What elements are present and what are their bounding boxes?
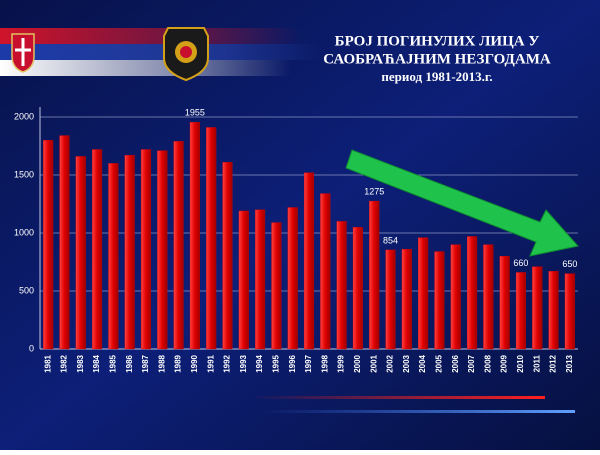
x-tick-label: 1995 — [272, 354, 281, 372]
x-tick-label: 2010 — [516, 354, 525, 372]
y-tick-label: 2000 — [14, 111, 34, 121]
x-tick-label: 2001 — [369, 354, 378, 372]
bar — [222, 162, 233, 350]
value-label: 1955 — [185, 108, 205, 118]
x-tick-label: 2007 — [467, 354, 476, 372]
y-tick-label: 0 — [29, 343, 34, 353]
x-tick-label: 2002 — [386, 354, 395, 372]
y-tick-label: 500 — [19, 285, 34, 295]
bar — [352, 227, 363, 350]
bar — [92, 149, 103, 350]
x-tick-label: 1981 — [43, 354, 52, 372]
x-tick-label: 1994 — [255, 354, 264, 372]
bar — [336, 221, 347, 350]
flag-blue — [0, 44, 320, 60]
trend-arrow — [345, 149, 579, 257]
x-tick-label: 2003 — [402, 354, 411, 372]
x-tick-label: 1985 — [108, 354, 117, 372]
bar — [255, 209, 266, 350]
plot: 0 500 1000 1500 2000 1981 1982 1983 1984 1985 1986… — [14, 107, 578, 373]
bar — [124, 155, 135, 350]
value-label: 660 — [513, 258, 528, 268]
bar — [75, 156, 86, 350]
x-tick-label: 1992 — [223, 354, 232, 372]
bar — [287, 207, 298, 350]
deco-line-red — [250, 396, 545, 399]
x-tick-label: 1998 — [320, 354, 329, 372]
x-tick-label: 1997 — [304, 354, 313, 372]
x-tick-label: 1990 — [190, 354, 199, 372]
bar — [532, 266, 543, 350]
police-badge — [163, 27, 209, 82]
bar — [564, 273, 575, 350]
bar — [157, 150, 168, 350]
bar — [303, 172, 315, 350]
x-tick-label: 1989 — [174, 354, 183, 372]
x-tick-label: 2011 — [532, 354, 541, 372]
x-tick-label: 1986 — [125, 354, 134, 372]
bar — [173, 141, 184, 350]
bar — [450, 244, 461, 350]
value-label: 854 — [383, 235, 398, 245]
x-tick-label: 1991 — [206, 354, 215, 372]
title-line: БРОЈ ПОГИНУЛИХ ЛИЦА У — [335, 33, 540, 49]
bar — [499, 256, 510, 350]
x-tick-label: 2009 — [500, 354, 509, 372]
x-tick-label: 2012 — [549, 354, 558, 372]
x-tick-label: 1983 — [76, 354, 85, 372]
bar — [59, 135, 70, 350]
x-tick-label: 1996 — [288, 354, 297, 372]
x-tick-label: 2004 — [418, 354, 427, 372]
bar — [466, 236, 478, 350]
bar — [140, 149, 152, 350]
x-tick-label: 1987 — [141, 354, 150, 372]
x-tick-label: 2000 — [353, 354, 362, 372]
bar — [108, 163, 119, 350]
bar — [43, 140, 54, 350]
bar — [206, 127, 217, 350]
y-tick-label: 1000 — [14, 227, 34, 237]
bar — [418, 237, 429, 350]
bar — [515, 272, 526, 350]
x-tick-label: 2006 — [451, 354, 460, 372]
x-tick-label: 1982 — [60, 354, 69, 372]
flag-white — [0, 60, 290, 76]
bar — [385, 249, 396, 350]
y-tick-label: 1500 — [14, 169, 34, 179]
bar — [238, 210, 249, 350]
coat-of-arms — [11, 33, 35, 73]
x-tick-label: 1988 — [157, 354, 166, 372]
bar — [434, 251, 445, 350]
bar — [401, 249, 412, 350]
x-tick-label: 1993 — [239, 354, 248, 372]
deco-line-blue — [260, 410, 575, 413]
value-label: 1275 — [364, 186, 384, 196]
x-tick-label: 2008 — [483, 354, 492, 372]
bar — [483, 244, 494, 350]
flag-red — [0, 28, 300, 44]
x-tick-label: 1984 — [92, 354, 101, 372]
x-tick-label: 2013 — [565, 354, 574, 372]
x-tick-label: 1999 — [337, 354, 346, 372]
x-tick-label: 2005 — [435, 354, 444, 372]
bar — [271, 222, 282, 350]
value-label: 650 — [562, 259, 577, 269]
bar — [548, 271, 559, 350]
title-line: САОБРАЋАЈНИМ НЕЗГОДАМА — [323, 51, 551, 67]
title-line: период 1981-2013.г. — [381, 69, 492, 84]
bar — [320, 193, 331, 350]
bar — [369, 200, 380, 350]
bar — [189, 122, 200, 350]
